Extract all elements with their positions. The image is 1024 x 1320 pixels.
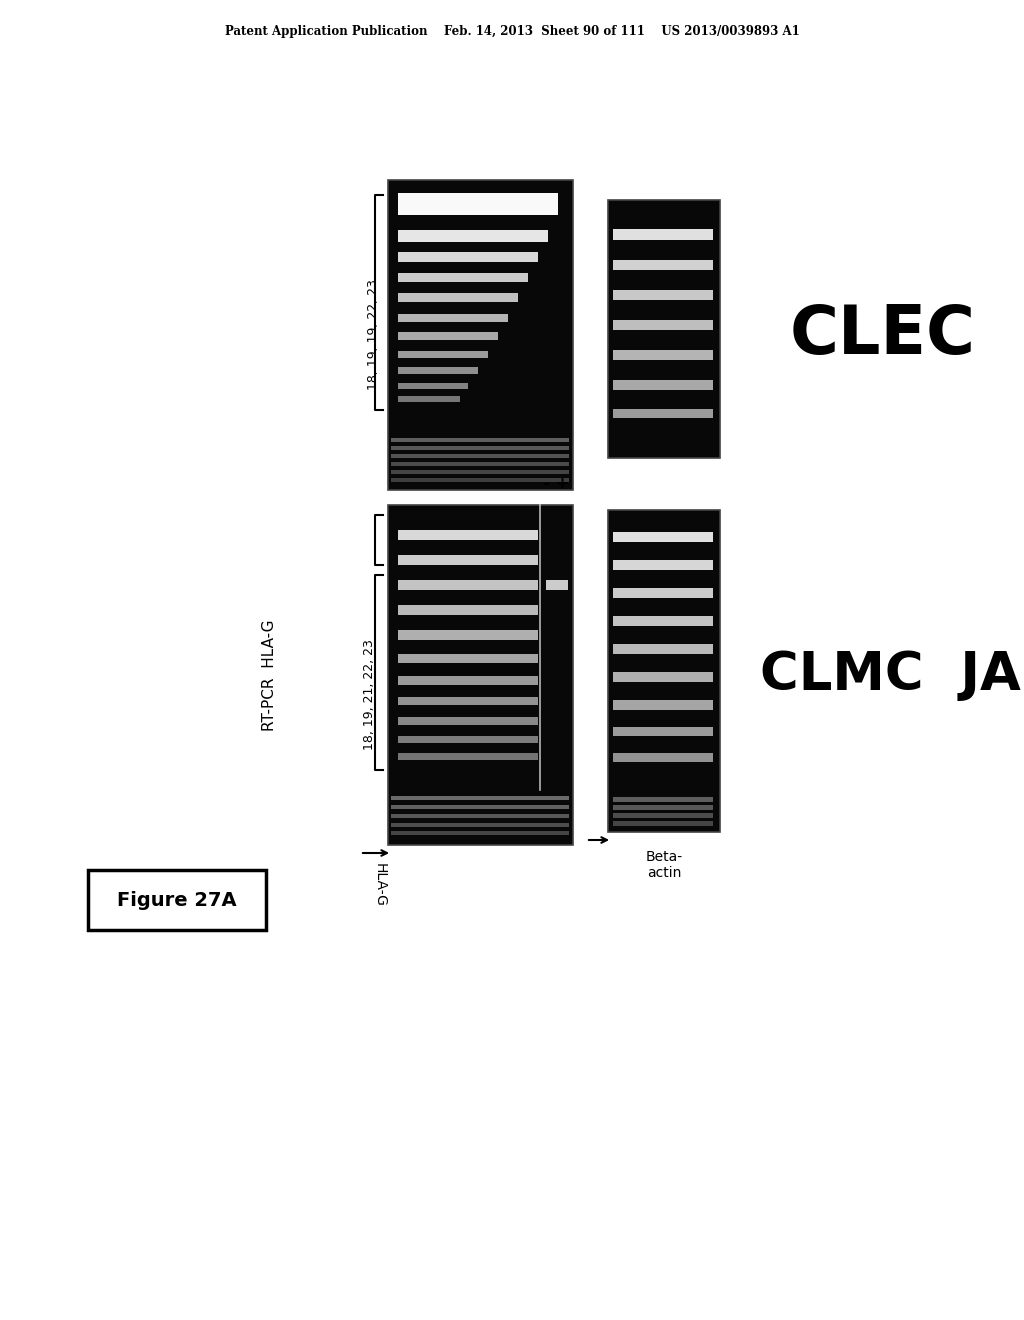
Text: CLEC: CLEC [790,302,976,368]
Text: CLMC  JAR: CLMC JAR [760,649,1024,701]
Bar [613,805,713,810]
Text: Beta-
actin: Beta- actin [645,850,683,880]
Bar [398,653,538,663]
Bar [388,180,573,490]
Bar [613,797,713,803]
Bar [546,579,568,590]
Bar [391,814,569,818]
Bar [391,796,569,800]
Text: HLA-G: HLA-G [373,863,387,907]
Bar [391,822,569,828]
Bar [388,506,573,845]
Bar [398,193,558,215]
Text: Patent Application Publication    Feb. 14, 2013  Sheet 90 of 111    US 2013/0039: Patent Application Publication Feb. 14, … [224,25,800,38]
Bar [391,446,569,450]
Bar [608,201,720,458]
Bar [613,380,713,389]
Bar [391,438,569,442]
Text: RT-PCR  HLA-G: RT-PCR HLA-G [262,619,278,731]
Bar [398,351,488,358]
Bar [398,314,508,322]
Bar [398,579,538,590]
Bar [391,454,569,458]
Bar [613,350,713,360]
Bar [391,470,569,474]
Bar [613,813,713,818]
Bar [398,676,538,685]
Bar [88,870,266,931]
Bar [608,510,720,832]
Bar [613,319,713,330]
Bar [398,293,518,302]
Text: 18, 19, 19, 22, 23: 18, 19, 19, 22, 23 [367,280,380,391]
Bar [398,717,538,725]
Bar [613,260,713,271]
Bar [398,630,538,640]
Bar [398,383,468,389]
Bar [613,700,713,710]
Bar [613,727,713,737]
Bar [613,752,713,762]
Bar [398,252,538,261]
Bar [398,737,538,743]
Bar [613,821,713,826]
Bar [613,409,713,418]
Text: 18, 19, 21, 22, 23: 18, 19, 21, 22, 23 [364,640,377,751]
Bar [398,396,460,403]
Bar [391,832,569,836]
Bar [613,532,713,543]
Bar [398,697,538,705]
Bar [613,616,713,626]
Bar [613,560,713,570]
Bar [398,531,538,540]
Bar [613,587,713,598]
Bar [398,230,548,242]
Bar [391,478,569,482]
Bar [398,367,478,374]
Bar [391,805,569,809]
Bar [613,644,713,653]
Text: - +: - + [543,475,569,492]
Bar [398,752,538,760]
Bar [613,228,713,240]
Bar [613,672,713,682]
Bar [391,462,569,466]
Text: Figure 27A: Figure 27A [117,891,237,909]
Bar [613,290,713,300]
Bar [398,605,538,615]
Bar [398,273,528,282]
Bar [398,333,498,341]
Bar [398,554,538,565]
